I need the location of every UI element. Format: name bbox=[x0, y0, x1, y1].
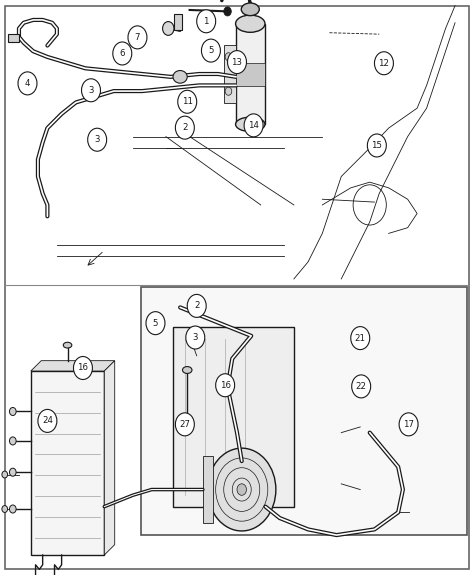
Circle shape bbox=[225, 53, 232, 61]
Ellipse shape bbox=[182, 367, 192, 374]
Circle shape bbox=[128, 26, 147, 49]
Text: 7: 7 bbox=[135, 33, 140, 42]
Text: 2: 2 bbox=[182, 123, 188, 132]
Text: 24: 24 bbox=[42, 416, 53, 426]
Text: 1: 1 bbox=[203, 17, 209, 26]
Text: 16: 16 bbox=[219, 381, 231, 390]
Circle shape bbox=[367, 134, 386, 157]
Circle shape bbox=[178, 90, 197, 113]
Text: 14: 14 bbox=[248, 121, 259, 130]
Circle shape bbox=[113, 42, 132, 65]
Circle shape bbox=[9, 437, 16, 445]
Polygon shape bbox=[31, 361, 115, 371]
Text: 16: 16 bbox=[77, 363, 89, 373]
Circle shape bbox=[2, 471, 8, 478]
Ellipse shape bbox=[173, 71, 187, 83]
Circle shape bbox=[197, 10, 216, 33]
Text: 27: 27 bbox=[179, 420, 191, 429]
Circle shape bbox=[225, 87, 232, 95]
Ellipse shape bbox=[241, 3, 259, 16]
Text: 6: 6 bbox=[119, 49, 125, 58]
Circle shape bbox=[187, 294, 206, 317]
Circle shape bbox=[38, 409, 57, 432]
Bar bbox=[31, 371, 104, 555]
Text: 2: 2 bbox=[194, 301, 200, 310]
Text: 3: 3 bbox=[192, 333, 198, 342]
Bar bbox=[236, 63, 265, 86]
Circle shape bbox=[237, 484, 246, 495]
Circle shape bbox=[399, 413, 418, 436]
Bar bbox=[141, 288, 467, 535]
Bar bbox=[203, 457, 213, 523]
Circle shape bbox=[18, 72, 37, 95]
Ellipse shape bbox=[63, 342, 72, 348]
Circle shape bbox=[9, 408, 16, 416]
Circle shape bbox=[208, 448, 276, 531]
Circle shape bbox=[175, 413, 194, 436]
Text: 21: 21 bbox=[355, 334, 366, 343]
Ellipse shape bbox=[236, 117, 265, 132]
Polygon shape bbox=[104, 361, 115, 555]
Text: 13: 13 bbox=[231, 58, 243, 67]
Ellipse shape bbox=[236, 15, 265, 32]
Text: 4: 4 bbox=[25, 79, 30, 88]
Circle shape bbox=[9, 505, 16, 513]
Circle shape bbox=[73, 356, 92, 380]
Circle shape bbox=[374, 52, 393, 75]
Text: 5: 5 bbox=[153, 319, 158, 328]
Circle shape bbox=[228, 51, 246, 74]
Circle shape bbox=[244, 114, 263, 137]
Text: 3: 3 bbox=[94, 135, 100, 144]
Circle shape bbox=[224, 7, 231, 16]
Text: 15: 15 bbox=[371, 141, 383, 150]
Circle shape bbox=[216, 374, 235, 397]
Circle shape bbox=[2, 505, 8, 512]
Bar bbox=[236, 24, 265, 124]
Text: 22: 22 bbox=[356, 382, 367, 391]
Circle shape bbox=[88, 128, 107, 151]
Text: 11: 11 bbox=[182, 97, 193, 106]
Circle shape bbox=[186, 326, 205, 349]
Circle shape bbox=[82, 79, 100, 102]
Circle shape bbox=[175, 116, 194, 139]
Circle shape bbox=[201, 39, 220, 62]
Text: 17: 17 bbox=[403, 420, 414, 429]
Bar bbox=[8, 34, 19, 42]
Bar bbox=[174, 14, 182, 30]
Circle shape bbox=[9, 468, 16, 476]
Text: 5: 5 bbox=[208, 46, 214, 55]
Text: 12: 12 bbox=[378, 59, 390, 68]
Bar bbox=[224, 45, 236, 103]
Circle shape bbox=[351, 327, 370, 350]
Circle shape bbox=[163, 21, 174, 35]
Text: 3: 3 bbox=[88, 86, 94, 95]
Circle shape bbox=[352, 375, 371, 398]
Bar bbox=[173, 327, 294, 507]
Circle shape bbox=[146, 312, 165, 335]
